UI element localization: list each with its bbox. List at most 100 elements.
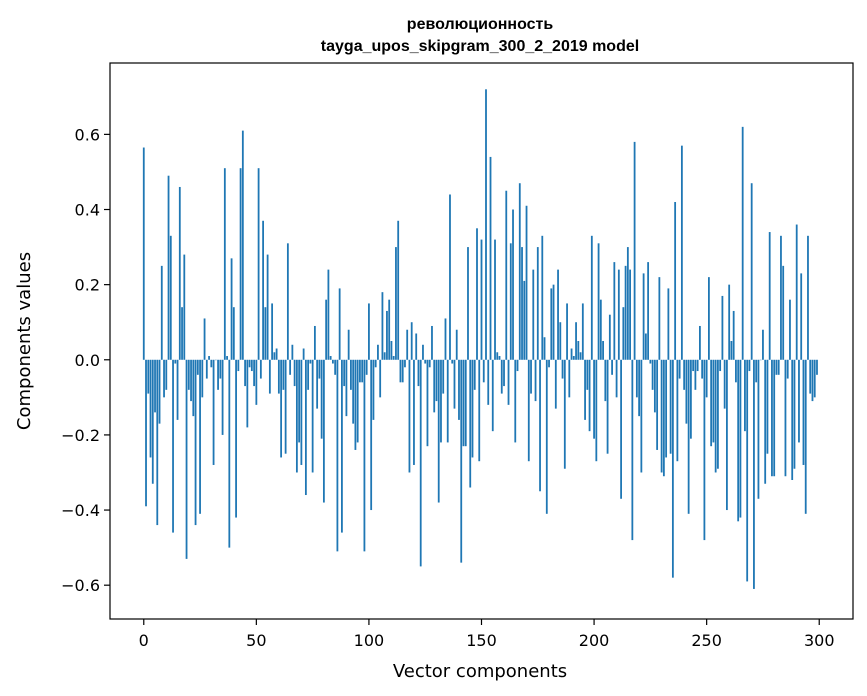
bar-265 bbox=[739, 359, 742, 518]
bar-126 bbox=[426, 359, 429, 447]
bar-46 bbox=[246, 359, 249, 428]
bar-113 bbox=[397, 220, 400, 360]
x-axis: 0 50 100 150 200 250 300 bbox=[139, 619, 835, 650]
bar-166 bbox=[516, 359, 519, 372]
bar-283 bbox=[780, 235, 782, 360]
bar-148 bbox=[476, 228, 478, 360]
bar-214 bbox=[624, 265, 627, 360]
x-tick-label: 300 bbox=[804, 631, 835, 650]
bar-240 bbox=[683, 359, 686, 390]
bar-275 bbox=[762, 329, 764, 360]
bar-198 bbox=[588, 359, 591, 432]
bar-0 bbox=[142, 147, 145, 360]
bar-185 bbox=[559, 322, 562, 360]
bar-175 bbox=[536, 247, 539, 360]
x-tick-label: 0 bbox=[139, 631, 149, 650]
bar-4 bbox=[151, 359, 154, 484]
bar-270 bbox=[750, 183, 753, 360]
bar-61 bbox=[280, 359, 283, 458]
bar-6 bbox=[156, 359, 159, 526]
bar-287 bbox=[789, 299, 791, 360]
bar-70 bbox=[300, 359, 303, 465]
bar-90 bbox=[345, 359, 348, 417]
bar-60 bbox=[277, 359, 280, 394]
bar-102 bbox=[372, 359, 375, 420]
bar-292 bbox=[800, 273, 803, 360]
bar-267 bbox=[744, 359, 746, 432]
bar-72 bbox=[304, 359, 307, 496]
bar-55 bbox=[266, 254, 269, 360]
bar-268 bbox=[746, 359, 749, 582]
bar-84 bbox=[332, 359, 334, 364]
bar-259 bbox=[726, 359, 728, 511]
bar-249 bbox=[703, 359, 706, 541]
bar-40 bbox=[232, 307, 235, 360]
bar-261 bbox=[730, 341, 733, 360]
bar-226 bbox=[651, 359, 654, 390]
bar-217 bbox=[631, 359, 634, 541]
bar-69 bbox=[298, 359, 301, 443]
bar-97 bbox=[361, 359, 364, 383]
bar-27 bbox=[203, 318, 206, 360]
bar-51 bbox=[257, 168, 260, 360]
bar-181 bbox=[550, 288, 553, 360]
bar-81 bbox=[325, 299, 328, 360]
bar-116 bbox=[404, 359, 406, 368]
bar-218 bbox=[633, 141, 636, 360]
bar-279 bbox=[771, 359, 773, 477]
bar-172 bbox=[530, 359, 532, 394]
bar-255 bbox=[717, 359, 719, 469]
bar-107 bbox=[383, 352, 386, 360]
bar-88 bbox=[341, 359, 343, 533]
bar-74 bbox=[309, 359, 312, 364]
bar-111 bbox=[392, 356, 395, 360]
bar-295 bbox=[807, 235, 809, 360]
bar-76 bbox=[313, 325, 316, 360]
bar-163 bbox=[509, 243, 512, 360]
bar-114 bbox=[399, 359, 402, 383]
bar-110 bbox=[390, 341, 393, 360]
bar-24 bbox=[196, 359, 199, 375]
bar-28 bbox=[205, 359, 208, 379]
bar-183 bbox=[554, 359, 557, 409]
bar-21 bbox=[190, 359, 192, 402]
bar-251 bbox=[708, 277, 710, 360]
bar-207 bbox=[608, 314, 611, 360]
bar-263 bbox=[735, 359, 737, 383]
bar-213 bbox=[622, 307, 625, 360]
bar-277 bbox=[766, 359, 769, 454]
x-tick-label: 200 bbox=[579, 631, 610, 650]
bar-299 bbox=[816, 359, 818, 375]
bar-83 bbox=[329, 356, 332, 360]
bar-1 bbox=[145, 359, 147, 507]
bar-59 bbox=[275, 348, 278, 360]
bar-145 bbox=[469, 359, 472, 488]
bar-193 bbox=[577, 341, 580, 360]
bar-221 bbox=[640, 359, 643, 473]
bar-155 bbox=[491, 359, 494, 432]
bar-39 bbox=[230, 258, 233, 360]
bar-50 bbox=[255, 359, 258, 405]
bar-220 bbox=[638, 359, 641, 417]
bar-288 bbox=[791, 359, 794, 480]
bar-281 bbox=[775, 359, 778, 375]
bar-162 bbox=[507, 359, 510, 405]
bar-30 bbox=[210, 359, 213, 368]
bars-group bbox=[142, 89, 818, 589]
bar-156 bbox=[494, 239, 496, 360]
bar-104 bbox=[377, 344, 379, 360]
y-axis-label: Components values bbox=[14, 252, 35, 430]
bar-170 bbox=[525, 205, 528, 360]
bar-38 bbox=[228, 359, 231, 548]
bar-105 bbox=[379, 359, 382, 398]
bar-29 bbox=[208, 356, 210, 360]
bar-254 bbox=[714, 359, 717, 473]
bar-89 bbox=[343, 359, 346, 387]
y-tick-label: −0.4 bbox=[61, 501, 100, 520]
bar-123 bbox=[419, 359, 422, 567]
bar-108 bbox=[386, 310, 388, 360]
bar-224 bbox=[647, 262, 650, 360]
bar-247 bbox=[699, 325, 701, 360]
bar-91 bbox=[347, 329, 350, 360]
bar-94 bbox=[354, 359, 357, 450]
